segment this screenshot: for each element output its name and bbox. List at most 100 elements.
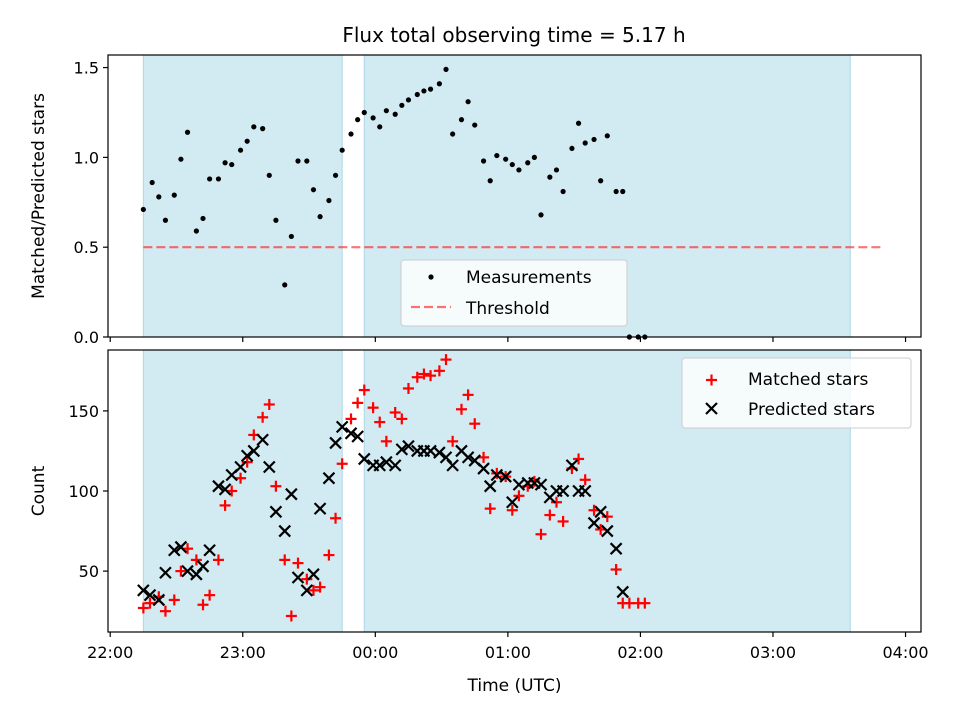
measurement-point xyxy=(317,214,323,220)
predicted-star-point xyxy=(609,542,623,555)
x-b xyxy=(461,451,475,464)
predicted-star-point xyxy=(152,593,166,607)
x-b xyxy=(159,566,172,579)
predicted-star-point xyxy=(203,544,216,557)
measurement-point xyxy=(361,109,367,116)
measurement-point xyxy=(295,158,301,164)
matched-star-point xyxy=(144,597,156,609)
measurement-point xyxy=(326,197,332,204)
legend-measurements-label: Measurements xyxy=(466,268,592,288)
x-b xyxy=(506,495,519,509)
measurement-point xyxy=(171,192,177,198)
predicted-star-point xyxy=(256,433,269,447)
matched-star-point xyxy=(159,605,171,617)
predicted-star-point xyxy=(181,564,194,578)
x-tick-label: 03:00 xyxy=(750,643,796,662)
x-b xyxy=(380,455,393,469)
x-b xyxy=(269,505,283,519)
matched-star-point xyxy=(358,384,370,396)
x-b xyxy=(152,593,166,607)
x-b xyxy=(446,459,459,472)
measurement-point xyxy=(162,217,169,223)
ratio-axes-frame xyxy=(107,54,922,338)
legend-matched-marker xyxy=(706,374,717,386)
x-tick-label: 04:00 xyxy=(882,643,928,662)
matched-star-point xyxy=(352,397,364,409)
predicted-star-point xyxy=(446,459,459,472)
measurement-point xyxy=(604,133,610,139)
measurement-point xyxy=(582,140,588,146)
measurement-point xyxy=(377,124,383,130)
predicted-star-point xyxy=(329,436,342,450)
x-b xyxy=(402,439,415,453)
matched-star-point xyxy=(389,406,401,418)
predicted-star-point xyxy=(291,571,305,584)
predicted-star-point xyxy=(322,471,336,485)
measurement-point xyxy=(487,178,493,184)
x-b xyxy=(247,444,261,458)
matched-star-point xyxy=(279,554,291,566)
measurement-point xyxy=(427,86,434,92)
matched-star-point xyxy=(418,368,430,380)
matched-star-point xyxy=(513,490,525,502)
measurement-point xyxy=(149,179,155,186)
x-b xyxy=(196,560,210,573)
predicted-star-point xyxy=(556,484,570,498)
matched-star-point xyxy=(257,411,269,423)
x-b xyxy=(234,460,247,474)
x-b xyxy=(167,544,181,557)
predicted-star-point xyxy=(483,479,497,493)
predicted-star-point xyxy=(461,451,475,464)
x-b xyxy=(388,459,402,472)
predicted-star-point xyxy=(240,449,254,463)
matched-star-point xyxy=(263,398,275,410)
predicted-star-point xyxy=(380,455,393,469)
x-b xyxy=(565,459,579,472)
x-b xyxy=(455,444,468,458)
y-tick-label: 1.0 xyxy=(74,148,99,167)
measurement-point xyxy=(370,115,376,121)
predicted-star-point xyxy=(278,524,292,538)
y-tick-label: 0.0 xyxy=(74,328,99,347)
measurement-point xyxy=(237,147,244,153)
predicted-star-point xyxy=(300,584,314,597)
matched-star-point xyxy=(601,511,613,523)
predicted-star-point xyxy=(395,443,409,456)
x-b xyxy=(218,483,232,496)
x-b xyxy=(300,584,314,597)
matched-star-point xyxy=(301,573,313,585)
x-b xyxy=(601,524,614,538)
matched-star-point xyxy=(478,451,490,463)
legend-matched-label: Matched stars xyxy=(748,370,868,390)
x-b xyxy=(256,433,269,447)
predicted-star-point xyxy=(159,566,172,579)
measurement-point xyxy=(244,138,250,144)
measurement-point xyxy=(443,66,449,72)
measurement-point xyxy=(178,156,184,162)
predicted-star-point xyxy=(357,452,371,466)
legend-predicted-marker xyxy=(705,402,718,415)
matched-star-point xyxy=(639,597,651,609)
predicted-star-point xyxy=(433,446,446,459)
predicted-star-point xyxy=(234,460,247,474)
matched-star-point xyxy=(380,435,392,447)
measurement-point xyxy=(207,176,213,182)
x-axis-label: Time (UTC) xyxy=(467,676,562,696)
measurement-point xyxy=(348,131,354,137)
predicted-star-point xyxy=(262,460,276,474)
x-b xyxy=(587,516,601,530)
matched-star-point xyxy=(235,472,247,484)
measurement-point xyxy=(288,233,294,240)
matched-star-point xyxy=(307,584,319,596)
matched-star-point xyxy=(241,456,253,468)
x-b xyxy=(616,585,630,599)
matched-star-point xyxy=(411,371,423,383)
matched-star-point xyxy=(433,365,445,377)
measurement-point xyxy=(339,147,345,153)
measurement-point xyxy=(436,81,442,87)
measurement-point xyxy=(613,188,619,195)
matched-star-point xyxy=(396,413,408,425)
matched-star-point xyxy=(168,594,180,606)
x-b xyxy=(351,430,364,443)
